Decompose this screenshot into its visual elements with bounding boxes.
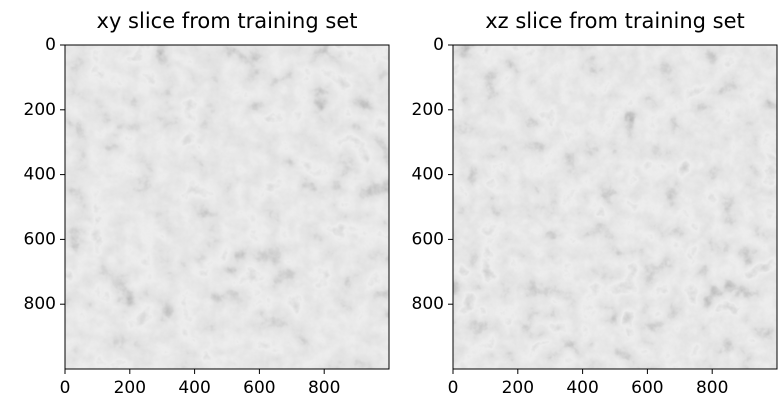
y-tick-label: 400 [412, 165, 444, 185]
x-tick-label: 0 [448, 378, 459, 398]
x-tick-label: 800 [696, 378, 728, 398]
y-tick-label: 0 [433, 35, 444, 55]
x-tick-label: 600 [243, 378, 275, 398]
x-tick-label: 0 [60, 378, 71, 398]
x-tick-label: 200 [502, 378, 534, 398]
image [65, 45, 389, 369]
x-tick-label: 400 [178, 378, 210, 398]
y-tick-label: 0 [45, 35, 56, 55]
x-tick-label: 600 [631, 378, 663, 398]
axes-frame [64, 44, 390, 370]
y-tick-label: 600 [412, 229, 444, 249]
x-tick-label: 800 [308, 378, 340, 398]
x-tick-label: 200 [114, 378, 146, 398]
y-tick-label: 400 [24, 165, 56, 185]
x-tick-label: 400 [566, 378, 598, 398]
y-tick-label: 600 [24, 229, 56, 249]
axes-title: xz slice from training set [485, 9, 745, 33]
axes-title: xy slice from training set [97, 9, 358, 33]
y-tick-label: 200 [24, 100, 56, 120]
y-tick-label: 800 [412, 294, 444, 314]
y-tick-label: 200 [412, 100, 444, 120]
y-tick-label: 800 [24, 294, 56, 314]
axes-frame [452, 44, 778, 370]
image [453, 45, 777, 369]
